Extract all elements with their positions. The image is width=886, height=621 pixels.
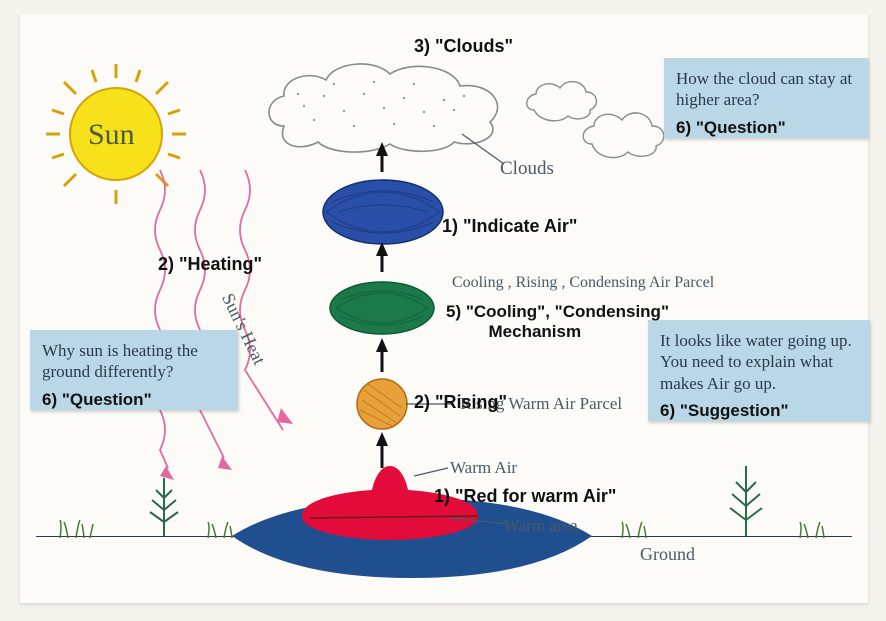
- annot-heating: 2) "Heating": [158, 254, 262, 275]
- annot-rising: 2) "Rising": [414, 392, 507, 413]
- grass-1: [56, 518, 96, 540]
- sticky-text: How the cloud can stay at higher area?: [676, 68, 856, 111]
- sticky-tag: 6) "Question": [676, 117, 856, 138]
- tree-left: [144, 468, 184, 540]
- annot-cooling: 5) "Cooling", "Condensing" Mechanism: [446, 302, 669, 343]
- sticky-tag: 6) "Suggestion": [660, 400, 858, 421]
- sticky-question-left: Why sun is heating the ground differentl…: [30, 330, 238, 410]
- sticky-text: Why sun is heating the ground differentl…: [42, 340, 226, 383]
- grass-2: [204, 520, 240, 540]
- tree-right: [726, 458, 766, 540]
- sticky-question-right: How the cloud can stay at higher area? 6…: [664, 58, 868, 138]
- sticky-tag: 6) "Question": [42, 389, 226, 410]
- annot-red-warm: 1) "Red for warm Air": [434, 486, 616, 507]
- sticky-suggestion: It looks like water going up. You need t…: [648, 320, 870, 421]
- annot-clouds: 3) "Clouds": [414, 36, 513, 57]
- grass-3: [618, 520, 654, 540]
- annot-indicate-air: 1) "Indicate Air": [442, 216, 577, 237]
- grass-4: [796, 520, 832, 540]
- sticky-text: It looks like water going up. You need t…: [660, 330, 858, 394]
